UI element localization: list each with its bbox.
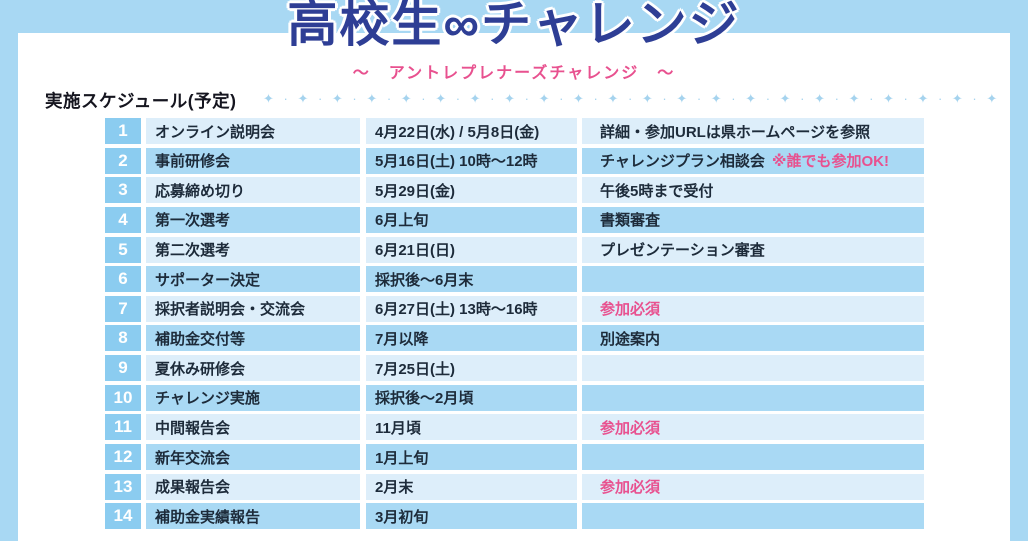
event-note: チャレンジプラン相談会 ※誰でも参加OK! — [582, 147, 924, 174]
table-row: 8 補助金交付等 7月以降 別途案内 — [105, 325, 924, 352]
table-row: 12 新年交流会 1月上旬 — [105, 444, 924, 471]
event-note-text: 詳細・参加URLは県ホームページを参照 — [600, 123, 871, 141]
event-name: チャレンジ実施 — [146, 384, 360, 411]
event-date: 4月22日(水) / 5月8日(金) — [366, 118, 577, 144]
table-row: 3 応募締め切り 5月29日(金) 午後5時まで受付 — [105, 177, 924, 204]
table-row: 4 第一次選考 6月上旬 書類審査 — [105, 206, 924, 233]
row-number: 9 — [105, 355, 141, 382]
event-name: 第一次選考 — [146, 206, 360, 233]
row-number: 5 — [105, 236, 141, 263]
table-row: 11 中間報告会 11月頃 参加必須 — [105, 414, 924, 441]
table-row: 14 補助金実績報告 3月初旬 — [105, 503, 924, 530]
row-number: 2 — [105, 147, 141, 174]
event-note — [582, 444, 924, 471]
row-number: 11 — [105, 414, 141, 441]
event-note: 午後5時まで受付 — [582, 177, 924, 204]
table-row: 2 事前研修会 5月16日(土) 10時〜12時 チャレンジプラン相談会 ※誰で… — [105, 147, 924, 174]
row-number: 10 — [105, 384, 141, 411]
schedule-table: 1 オンライン説明会 4月22日(水) / 5月8日(金) 詳細・参加URLは県… — [105, 118, 924, 533]
event-note-text: 書類審査 — [600, 212, 661, 230]
event-note-text: 午後5時まで受付 — [600, 182, 714, 200]
row-number: 8 — [105, 325, 141, 352]
event-note-text: 別途案内 — [600, 330, 661, 348]
event-note: 参加必須 — [582, 414, 924, 441]
table-row: 7 採択者説明会・交流会 6月27日(土) 13時〜16時 参加必須 — [105, 295, 924, 322]
event-note: 詳細・参加URLは県ホームページを参照 — [582, 118, 924, 144]
event-note-accent: ※誰でも参加OK! — [771, 153, 889, 171]
table-row: 9 夏休み研修会 7月25日(土) — [105, 355, 924, 382]
event-name: 補助金実績報告 — [146, 503, 360, 530]
event-note — [582, 355, 924, 382]
event-date: 1月上旬 — [366, 444, 577, 471]
event-name: 応募締め切り — [146, 177, 360, 204]
event-note: 参加必須 — [582, 295, 924, 322]
event-note — [582, 503, 924, 530]
section-heading: 実施スケジュール(予定) — [45, 91, 237, 111]
row-number: 6 — [105, 266, 141, 293]
event-note — [582, 384, 924, 411]
event-name: 成果報告会 — [146, 473, 360, 500]
table-row: 13 成果報告会 2月末 参加必須 — [105, 473, 924, 500]
event-date: 7月25日(土) — [366, 355, 577, 382]
event-note: 書類審査 — [582, 206, 924, 233]
event-name: オンライン説明会 — [146, 118, 360, 144]
event-date: 6月21日(日) — [366, 236, 577, 263]
event-note-accent: 参加必須 — [600, 479, 661, 497]
event-note — [582, 266, 924, 293]
left-border — [0, 0, 18, 541]
row-number: 1 — [105, 118, 141, 144]
table-row: 5 第二次選考 6月21日(日) プレゼンテーション審査 — [105, 236, 924, 263]
event-name: サポーター決定 — [146, 266, 360, 293]
row-number: 13 — [105, 473, 141, 500]
event-date: 11月頃 — [366, 414, 577, 441]
event-date: 採択後〜6月末 — [366, 266, 577, 293]
row-number: 3 — [105, 177, 141, 204]
event-date: 3月初旬 — [366, 503, 577, 530]
top-band — [0, 0, 1028, 33]
event-date: 6月上旬 — [366, 206, 577, 233]
event-note-text: チャレンジプラン相談会 — [600, 153, 765, 171]
event-name: 事前研修会 — [146, 147, 360, 174]
right-border — [1010, 0, 1028, 541]
page-title: 高校生∞チャレンジ — [287, 0, 741, 52]
event-name: 夏休み研修会 — [146, 355, 360, 382]
page-subtitle: 〜 アントレプレナーズチャレンジ 〜 — [352, 65, 676, 82]
event-note: 別途案内 — [582, 325, 924, 352]
table-row: 1 オンライン説明会 4月22日(水) / 5月8日(金) 詳細・参加URLは県… — [105, 118, 924, 144]
event-date: 採択後〜2月頃 — [366, 384, 577, 411]
event-name: 採択者説明会・交流会 — [146, 295, 360, 322]
event-name: 新年交流会 — [146, 444, 360, 471]
event-note: プレゼンテーション審査 — [582, 236, 924, 263]
event-name: 第二次選考 — [146, 236, 360, 263]
table-row: 6 サポーター決定 採択後〜6月末 — [105, 266, 924, 293]
row-number: 12 — [105, 444, 141, 471]
diamond-divider: ✦ · ✦ · ✦ · ✦ · ✦ · ✦ · ✦ · ✦ · ✦ · ✦ · … — [263, 91, 1007, 106]
table-row: 10 チャレンジ実施 採択後〜2月頃 — [105, 384, 924, 411]
event-date: 5月16日(土) 10時〜12時 — [366, 147, 577, 174]
event-note-text: プレゼンテーション審査 — [600, 242, 765, 260]
event-note: 参加必須 — [582, 473, 924, 500]
event-note-accent: 参加必須 — [600, 301, 661, 319]
event-date: 6月27日(土) 13時〜16時 — [366, 295, 577, 322]
event-date: 2月末 — [366, 473, 577, 500]
row-number: 7 — [105, 295, 141, 322]
event-date: 7月以降 — [366, 325, 577, 352]
row-number: 4 — [105, 206, 141, 233]
event-name: 中間報告会 — [146, 414, 360, 441]
event-name: 補助金交付等 — [146, 325, 360, 352]
event-note-accent: 参加必須 — [600, 419, 661, 437]
row-number: 14 — [105, 503, 141, 530]
event-date: 5月29日(金) — [366, 177, 577, 204]
